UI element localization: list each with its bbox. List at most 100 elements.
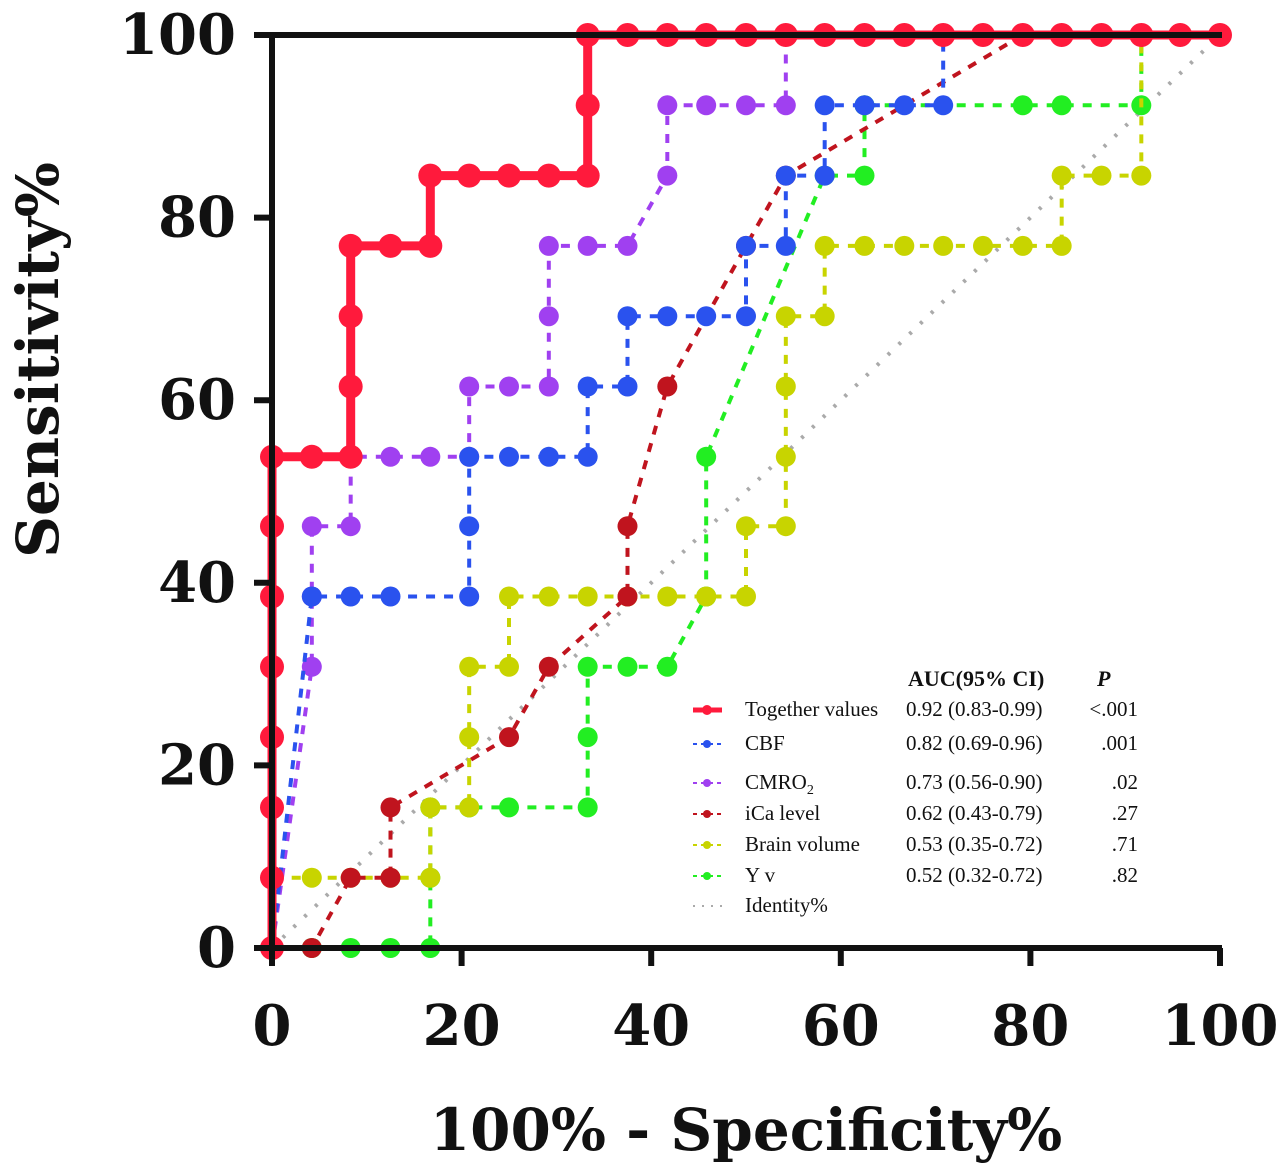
data-point — [814, 165, 835, 186]
data-point — [1091, 165, 1112, 186]
legend-label: Y v — [745, 863, 776, 887]
data-point — [657, 95, 678, 116]
legend-label: Together values — [745, 697, 878, 721]
data-point — [538, 446, 559, 467]
x-tick-label: 40 — [612, 993, 690, 1059]
legend-marker — [703, 779, 711, 787]
data-point — [420, 446, 441, 467]
legend-marker — [702, 705, 712, 715]
data-point — [736, 586, 756, 607]
y-tick-label: 60 — [158, 367, 236, 433]
data-point — [380, 797, 401, 818]
data-point — [420, 867, 441, 888]
x-tick-label: 60 — [802, 993, 880, 1059]
data-point — [299, 444, 324, 469]
legend-label: CBF — [745, 731, 785, 755]
data-point — [499, 727, 519, 748]
legend-p-value: .27 — [1112, 801, 1138, 825]
data-point — [775, 165, 796, 186]
legend-marker — [703, 841, 711, 849]
data-point — [338, 444, 363, 469]
data-point — [538, 586, 559, 607]
data-point — [418, 163, 443, 188]
legend-p-value: .71 — [1112, 832, 1138, 856]
data-point — [775, 306, 796, 327]
data-point — [657, 376, 678, 397]
y-tick-label: 100 — [119, 2, 236, 68]
data-point — [575, 93, 600, 118]
data-point — [338, 374, 363, 399]
data-point — [696, 586, 717, 607]
data-point — [338, 233, 363, 258]
legend-auc: 0.52 (0.32-0.72) — [906, 863, 1042, 887]
data-point — [854, 235, 875, 256]
data-point — [380, 446, 401, 467]
legend-auc: 0.53 (0.35-0.72) — [906, 832, 1042, 856]
data-point — [736, 516, 756, 537]
data-point — [301, 586, 322, 607]
data-point — [617, 656, 638, 677]
data-point — [575, 163, 600, 188]
legend-label: iCa level — [745, 801, 820, 825]
legend-auc: 0.62 (0.43-0.79) — [906, 801, 1042, 825]
x-tick-label: 80 — [991, 993, 1069, 1059]
data-point — [894, 95, 915, 116]
data-point — [497, 163, 521, 188]
data-point — [775, 376, 796, 397]
x-tick-label: 100 — [1162, 993, 1279, 1059]
data-point — [1131, 165, 1152, 186]
data-point — [499, 797, 519, 818]
legend-marker — [703, 810, 711, 818]
x-axis-label: 100% - Specificity% — [430, 1096, 1062, 1164]
x-tick-label: 0 — [253, 993, 292, 1059]
legend-p-value: .82 — [1112, 863, 1138, 887]
legend-auc: 0.92 (0.83-0.99) — [906, 697, 1042, 721]
data-point — [459, 727, 480, 748]
legend-label: Identity% — [745, 893, 828, 917]
data-point — [577, 446, 598, 467]
data-point — [380, 586, 401, 607]
series-cbf — [262, 25, 1230, 958]
data-point — [775, 95, 796, 116]
legend-header-auc: AUC(95% CI) — [908, 666, 1044, 691]
data-point — [538, 376, 559, 397]
data-point — [499, 446, 519, 467]
data-point — [814, 235, 835, 256]
data-point — [301, 516, 322, 537]
data-point — [894, 235, 915, 256]
data-point — [459, 797, 480, 818]
legend: AUC(95% CI) P Together values 0.92 (0.83-… — [693, 666, 1138, 917]
data-point — [736, 95, 756, 116]
data-point — [459, 516, 480, 537]
data-point — [1051, 165, 1072, 186]
legend-label: CMRO2 — [745, 770, 814, 798]
data-point — [617, 586, 638, 607]
legend-p-value: <.001 — [1089, 697, 1138, 721]
data-point — [1051, 95, 1072, 116]
data-point — [696, 446, 717, 467]
data-point — [933, 235, 954, 256]
data-point — [340, 586, 361, 607]
data-point — [657, 165, 678, 186]
y-tick-label: 40 — [158, 550, 236, 616]
data-point — [736, 235, 756, 256]
data-point — [340, 516, 361, 537]
data-point — [973, 235, 993, 256]
data-point — [696, 306, 717, 327]
data-point — [736, 306, 756, 327]
data-point — [378, 233, 403, 258]
y-axis-label: Sensitivity% — [4, 162, 72, 558]
data-point — [1012, 95, 1033, 116]
data-point — [775, 446, 796, 467]
data-point — [617, 376, 638, 397]
data-point — [854, 95, 875, 116]
data-point — [814, 306, 835, 327]
legend-p-value: .001 — [1101, 731, 1138, 755]
data-point — [577, 727, 598, 748]
data-point — [775, 235, 796, 256]
data-point — [340, 867, 361, 888]
data-point — [617, 516, 638, 537]
data-point — [657, 586, 678, 607]
